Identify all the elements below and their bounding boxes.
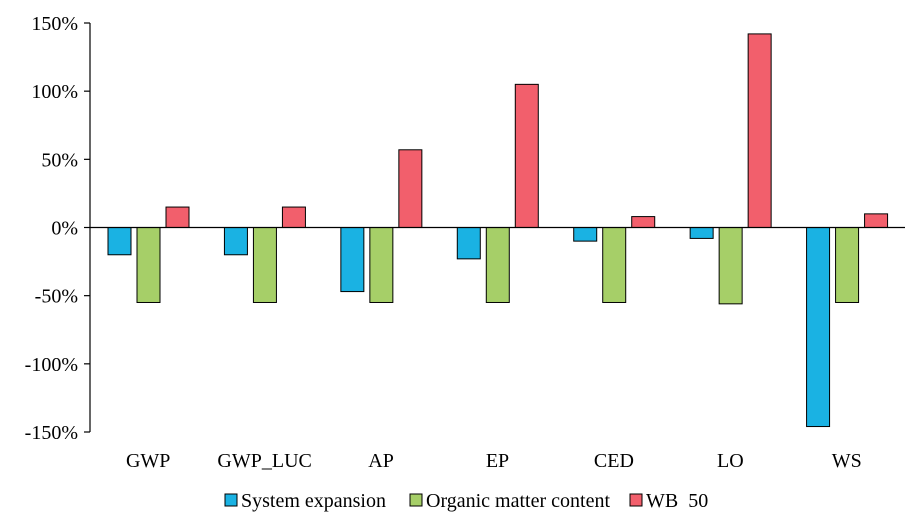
y-tick-label: -50% — [35, 286, 78, 308]
legend-label-series-1: System expansion — [241, 490, 386, 512]
bar-gwp-luc-series-3 — [281, 206, 306, 229]
x-tick-label: GWP — [126, 450, 170, 472]
bar-gwp-luc-series-1 — [223, 227, 248, 256]
x-tick-label: LO — [717, 450, 744, 472]
y-tick-label: 50% — [41, 149, 78, 171]
x-tick-label: EP — [486, 450, 509, 472]
x-tick-label: CED — [594, 450, 634, 472]
y-tick-label: -150% — [25, 422, 78, 444]
legend-label-series-3: WB 50 — [646, 490, 708, 512]
bar-gwp-series-2 — [136, 227, 161, 303]
bar-ap-series-3 — [398, 149, 423, 228]
x-tick-label: WS — [832, 450, 862, 472]
bar-ws-series-3 — [864, 213, 889, 229]
y-tick-label: 0% — [51, 218, 78, 240]
bar-ap-series-2 — [369, 227, 394, 303]
y-tick-label: 150% — [31, 13, 78, 35]
legend-swatch-series-1 — [224, 493, 238, 507]
legend-swatch-series-2 — [409, 493, 423, 507]
legend-swatch-series-3 — [629, 493, 643, 507]
y-tick-label: 100% — [31, 81, 78, 103]
bar-ced-series-1 — [573, 227, 598, 242]
legend-label-series-2: Organic matter content — [426, 490, 610, 512]
bar-ep-series-1 — [456, 227, 481, 260]
bar-ced-series-3 — [631, 216, 656, 229]
bar-lo-series-2 — [718, 227, 743, 305]
bar-gwp-series-3 — [165, 206, 190, 229]
bar-ap-series-1 — [340, 227, 365, 293]
bar-ep-series-3 — [514, 83, 539, 228]
bar-lo-series-1 — [689, 227, 714, 239]
x-tick-label: AP — [368, 450, 394, 472]
bar-ws-series-1 — [806, 227, 831, 428]
bar-ws-series-2 — [835, 227, 860, 303]
x-tick-label: GWP_LUC — [217, 450, 311, 472]
bar-gwp-luc-series-2 — [252, 227, 277, 303]
bar-gwp-series-1 — [107, 227, 132, 256]
y-tick-label: -100% — [25, 354, 78, 376]
bar-lo-series-3 — [747, 33, 772, 229]
bar-ced-series-2 — [602, 227, 627, 303]
bar-ep-series-2 — [485, 227, 510, 303]
